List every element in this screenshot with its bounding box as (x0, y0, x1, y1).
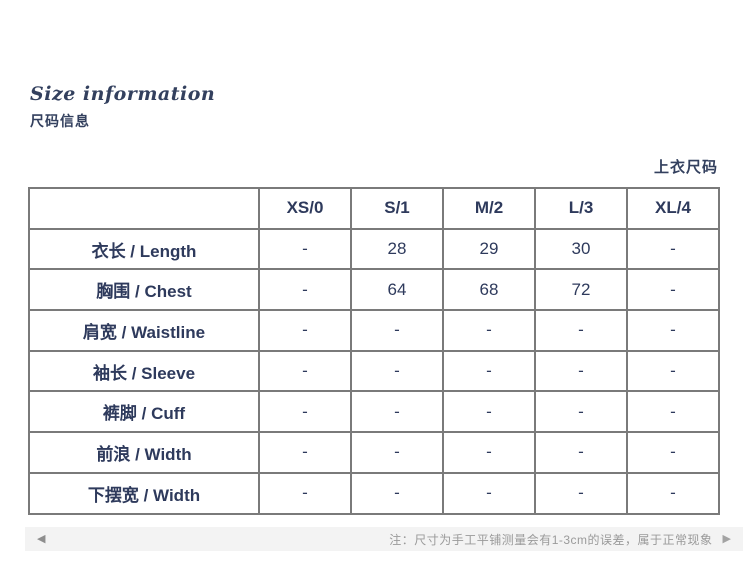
cell-cuff-s1: - (350, 390, 444, 434)
cell-front-rise-s1: - (350, 431, 444, 474)
cell-length-m2: 29 (442, 227, 536, 271)
cell-sleeve-m2: - (442, 349, 536, 393)
cell-hem-width-s1: - (350, 471, 444, 515)
table-row-waistline: 肩宽 / Waistline - - - - - (28, 309, 720, 352)
next-arrow-icon[interactable]: ▶ (722, 532, 731, 545)
row-label-cuff: 裤脚 / Cuff (28, 390, 260, 434)
measurement-note: 注：尺寸为手工平铺测量会有1-3cm的误差，属于正常现象 (389, 532, 713, 547)
cell-waistline-xl4: - (626, 309, 720, 352)
page-title-chinese: 尺码信息 (30, 113, 90, 129)
header-cell-xs0: XS/0 (258, 187, 352, 230)
cell-length-xs0: - (258, 227, 352, 271)
prev-arrow-icon[interactable]: ◀ (37, 532, 46, 545)
cell-hem-width-l3: - (534, 471, 628, 515)
cell-cuff-xl4: - (626, 390, 720, 434)
cell-sleeve-s1: - (350, 349, 444, 393)
row-label-length: 衣长 / Length (28, 227, 260, 271)
cell-hem-width-xl4: - (626, 471, 720, 515)
row-label-hem-width: 下摆宽 / Width (28, 471, 260, 515)
cell-chest-xl4: - (626, 268, 720, 312)
cell-chest-m2: 68 (442, 268, 536, 312)
cell-length-s1: 28 (350, 227, 444, 271)
header-cell-blank (28, 187, 260, 230)
cell-chest-s1: 64 (350, 268, 444, 312)
header-cell-xl4: XL/4 (626, 187, 720, 230)
cell-hem-width-m2: - (442, 471, 536, 515)
cell-length-l3: 30 (534, 227, 628, 271)
cell-waistline-m2: - (442, 309, 536, 352)
cell-chest-l3: 72 (534, 268, 628, 312)
cell-waistline-l3: - (534, 309, 628, 352)
table-row-cuff: 裤脚 / Cuff - - - - - (28, 390, 720, 434)
size-chart-table: XS/0 S/1 M/2 L/3 XL/4 衣长 / Length - 28 2… (28, 187, 720, 515)
cell-chest-xs0: - (258, 268, 352, 312)
row-label-front-rise: 前浪 / Width (28, 431, 260, 474)
cell-front-rise-l3: - (534, 431, 628, 474)
header-cell-m2: M/2 (442, 187, 536, 230)
cell-cuff-m2: - (442, 390, 536, 434)
cell-front-rise-xl4: - (626, 431, 720, 474)
cell-cuff-xs0: - (258, 390, 352, 434)
table-row-hem-width: 下摆宽 / Width - - - - - (28, 471, 720, 515)
table-row-sleeve: 袖长 / Sleeve - - - - - (28, 349, 720, 393)
cell-cuff-l3: - (534, 390, 628, 434)
cell-sleeve-xl4: - (626, 349, 720, 393)
row-label-waistline: 肩宽 / Waistline (28, 309, 260, 352)
cell-sleeve-xs0: - (258, 349, 352, 393)
table-header-row: XS/0 S/1 M/2 L/3 XL/4 (28, 187, 720, 230)
cell-front-rise-xs0: - (258, 431, 352, 474)
cell-sleeve-l3: - (534, 349, 628, 393)
page-title-english: Size information (30, 83, 216, 105)
cell-waistline-xs0: - (258, 309, 352, 352)
table-row-chest: 胸围 / Chest - 64 68 72 - (28, 268, 720, 312)
cell-waistline-s1: - (350, 309, 444, 352)
header-cell-s1: S/1 (350, 187, 444, 230)
table-caption-top-sizes: 上衣尺码 (653, 159, 718, 176)
table-row-front-rise: 前浪 / Width - - - - - (28, 431, 720, 474)
footer-note-bar: ◀ 注：尺寸为手工平铺测量会有1-3cm的误差，属于正常现象 ▶ (25, 527, 743, 551)
row-label-chest: 胸围 / Chest (28, 268, 260, 312)
header-cell-l3: L/3 (534, 187, 628, 230)
cell-length-xl4: - (626, 227, 720, 271)
row-label-sleeve: 袖长 / Sleeve (28, 349, 260, 393)
table-row-length: 衣长 / Length - 28 29 30 - (28, 227, 720, 271)
cell-front-rise-m2: - (442, 431, 536, 474)
cell-hem-width-xs0: - (258, 471, 352, 515)
